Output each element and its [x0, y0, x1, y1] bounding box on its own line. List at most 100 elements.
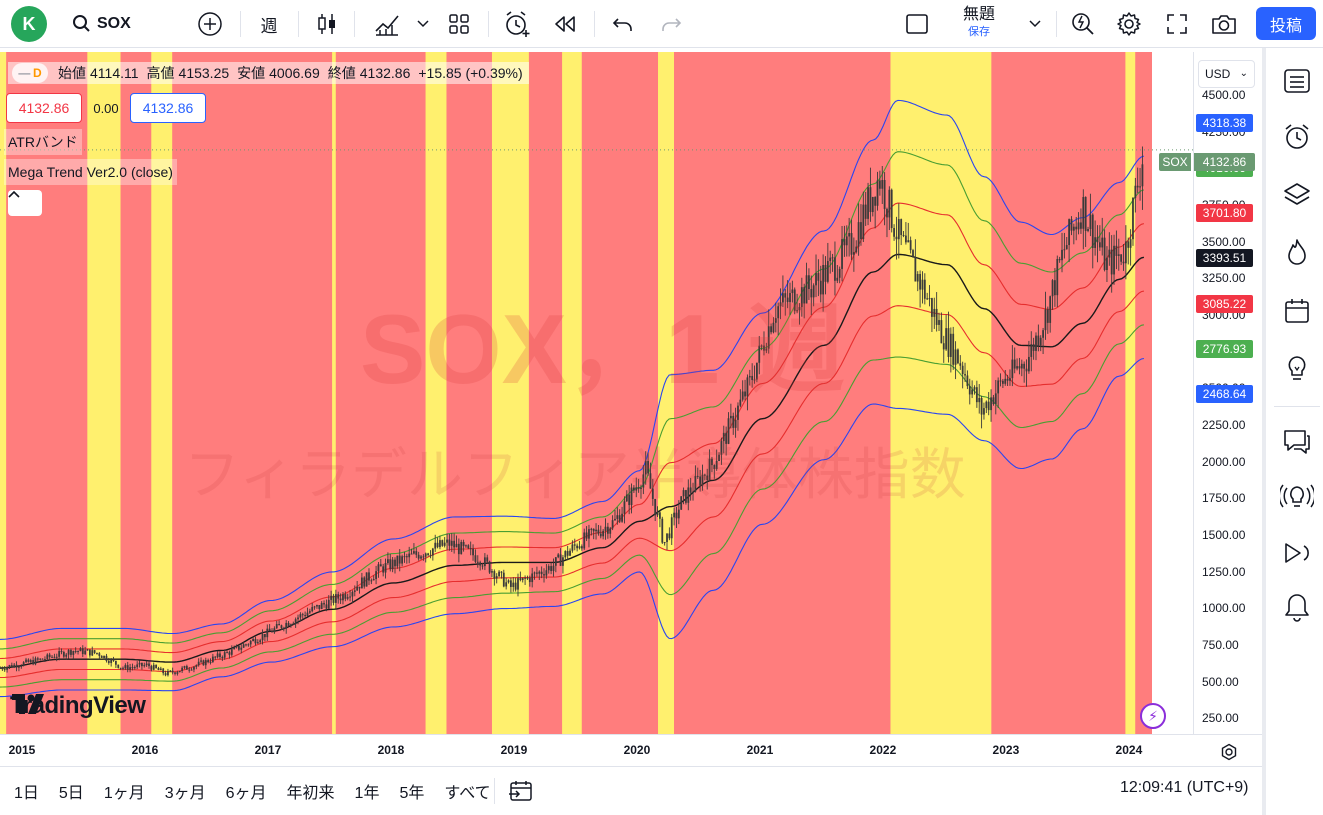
- candle-body: [1068, 219, 1071, 246]
- indicators-button[interactable]: [370, 6, 404, 42]
- candle-body: [152, 664, 155, 670]
- candle-body: [1016, 366, 1018, 369]
- range-button[interactable]: 6ヶ月: [225, 785, 267, 802]
- range-button[interactable]: すべて: [444, 785, 491, 802]
- candle-body: [729, 415, 732, 419]
- candle-body: [443, 542, 446, 546]
- tradingview-logo[interactable]: TradingView: [10, 692, 146, 719]
- indicators-dropdown[interactable]: [412, 6, 434, 42]
- watchlist-button[interactable]: [1280, 64, 1314, 98]
- candle-body: [895, 236, 898, 240]
- undo-button[interactable]: [606, 6, 640, 42]
- buy-price-button[interactable]: 4132.86: [130, 93, 206, 123]
- indicator-legend-atr-band[interactable]: ATRバンド: [4, 129, 82, 155]
- layout-name-button[interactable]: 無題 保存: [948, 5, 1010, 39]
- streams-button[interactable]: [1280, 480, 1314, 514]
- fullscreen-button[interactable]: [1160, 6, 1194, 42]
- interval-button[interactable]: 週: [260, 16, 278, 36]
- candle-body: [1103, 237, 1106, 270]
- snapshot-button[interactable]: [1207, 6, 1241, 42]
- candle-body: [48, 654, 51, 658]
- candle-body: [74, 650, 77, 652]
- candle-body: [992, 397, 995, 404]
- candle-body: [55, 656, 58, 658]
- high-value: 4153.25: [178, 65, 230, 81]
- chart-type-button[interactable]: [312, 6, 342, 42]
- indicator-legend-mega-trend[interactable]: Mega Trend Ver2.0 (close): [4, 159, 177, 185]
- bullish-regime-band: [87, 52, 121, 734]
- layout-button[interactable]: [442, 6, 476, 42]
- range-button[interactable]: 3ヶ月: [164, 785, 206, 802]
- candle-body: [623, 501, 626, 514]
- publish-button[interactable]: 投稿: [1256, 7, 1316, 40]
- candle-body: [666, 533, 668, 543]
- candle-body: [105, 655, 108, 661]
- multi-layout-button[interactable]: [900, 6, 934, 42]
- candle-body: [415, 551, 418, 555]
- time-tick-label: 2022: [869, 743, 897, 757]
- compare-add-button[interactable]: [193, 6, 227, 42]
- candle-body: [685, 490, 687, 503]
- candle-body: [940, 320, 943, 344]
- currency-select[interactable]: USD ⌄: [1198, 60, 1255, 88]
- candle-body: [1136, 185, 1139, 188]
- go-to-date-button[interactable]: [506, 777, 536, 805]
- collapse-legend-button[interactable]: [8, 190, 42, 216]
- candle-body: [299, 614, 302, 618]
- candle-body: [1046, 309, 1049, 323]
- candle-body: [365, 572, 368, 587]
- candle-body: [559, 554, 562, 566]
- candle-body: [711, 458, 713, 466]
- candle-body: [878, 180, 881, 189]
- candle-body: [185, 666, 188, 670]
- legend-status-pill[interactable]: — D: [12, 63, 48, 83]
- chevron-up-icon: [8, 190, 20, 198]
- candle-body: [916, 274, 919, 282]
- calendar-button[interactable]: [1280, 294, 1314, 328]
- range-button[interactable]: 5日: [58, 785, 84, 802]
- hotlists-button[interactable]: [1280, 236, 1314, 270]
- range-button[interactable]: 年初来: [286, 785, 335, 802]
- lightning-icon[interactable]: ⚡: [1140, 703, 1166, 729]
- layout-menu-dropdown[interactable]: [1024, 6, 1046, 42]
- redo-button[interactable]: [654, 6, 688, 42]
- object-tree-button[interactable]: [1280, 178, 1314, 212]
- candle-body: [1094, 237, 1097, 248]
- ideas-button[interactable]: [1280, 352, 1314, 386]
- sell-price-button[interactable]: 4132.86: [6, 93, 82, 123]
- candle-body: [448, 539, 451, 546]
- user-avatar[interactable]: K: [11, 6, 47, 42]
- candle-body: [599, 533, 602, 537]
- alerts-button[interactable]: [1280, 120, 1314, 154]
- replay-button[interactable]: [548, 6, 582, 42]
- range-button[interactable]: 5年: [399, 785, 425, 802]
- candle-body: [13, 664, 16, 668]
- candle-body: [164, 673, 167, 676]
- clock-timezone[interactable]: 12:09:41 (UTC+9): [1120, 779, 1249, 796]
- last-price-symbol: SOX: [1159, 153, 1191, 171]
- candle-body: [852, 252, 855, 255]
- candle-body: [408, 553, 411, 558]
- range-button[interactable]: 1ヶ月: [103, 785, 145, 802]
- candle-body: [323, 603, 325, 605]
- chats-button[interactable]: [1280, 424, 1314, 458]
- symbol-search-button[interactable]: SOX: [72, 6, 142, 42]
- replay-panel-button[interactable]: [1280, 536, 1314, 570]
- candle-body: [360, 577, 363, 589]
- candle-body: [921, 279, 924, 290]
- settings-button[interactable]: [1112, 6, 1146, 42]
- time-axis[interactable]: 2015 2016 2017 2018 2019 2020 2021 2022 2023 2024: [0, 734, 1262, 766]
- price-chart[interactable]: [0, 52, 1193, 734]
- notifications-button[interactable]: [1280, 590, 1314, 624]
- quick-search-button[interactable]: [1066, 6, 1100, 42]
- candle-body: [923, 279, 926, 299]
- candle-body: [857, 222, 860, 247]
- alert-button[interactable]: [500, 6, 534, 42]
- last-price-value: 4132.86: [1194, 153, 1255, 171]
- axis-settings-button[interactable]: [1218, 741, 1240, 763]
- candle-body: [1030, 344, 1033, 357]
- range-button[interactable]: 1日: [14, 785, 39, 802]
- candle-body: [124, 665, 127, 669]
- chart-pane[interactable]: SOX，1 週 フィラデルフィア半導体株指数 — D 始値 4114.11 高値 4…: [0, 52, 1193, 734]
- range-button[interactable]: 1年: [354, 785, 380, 802]
